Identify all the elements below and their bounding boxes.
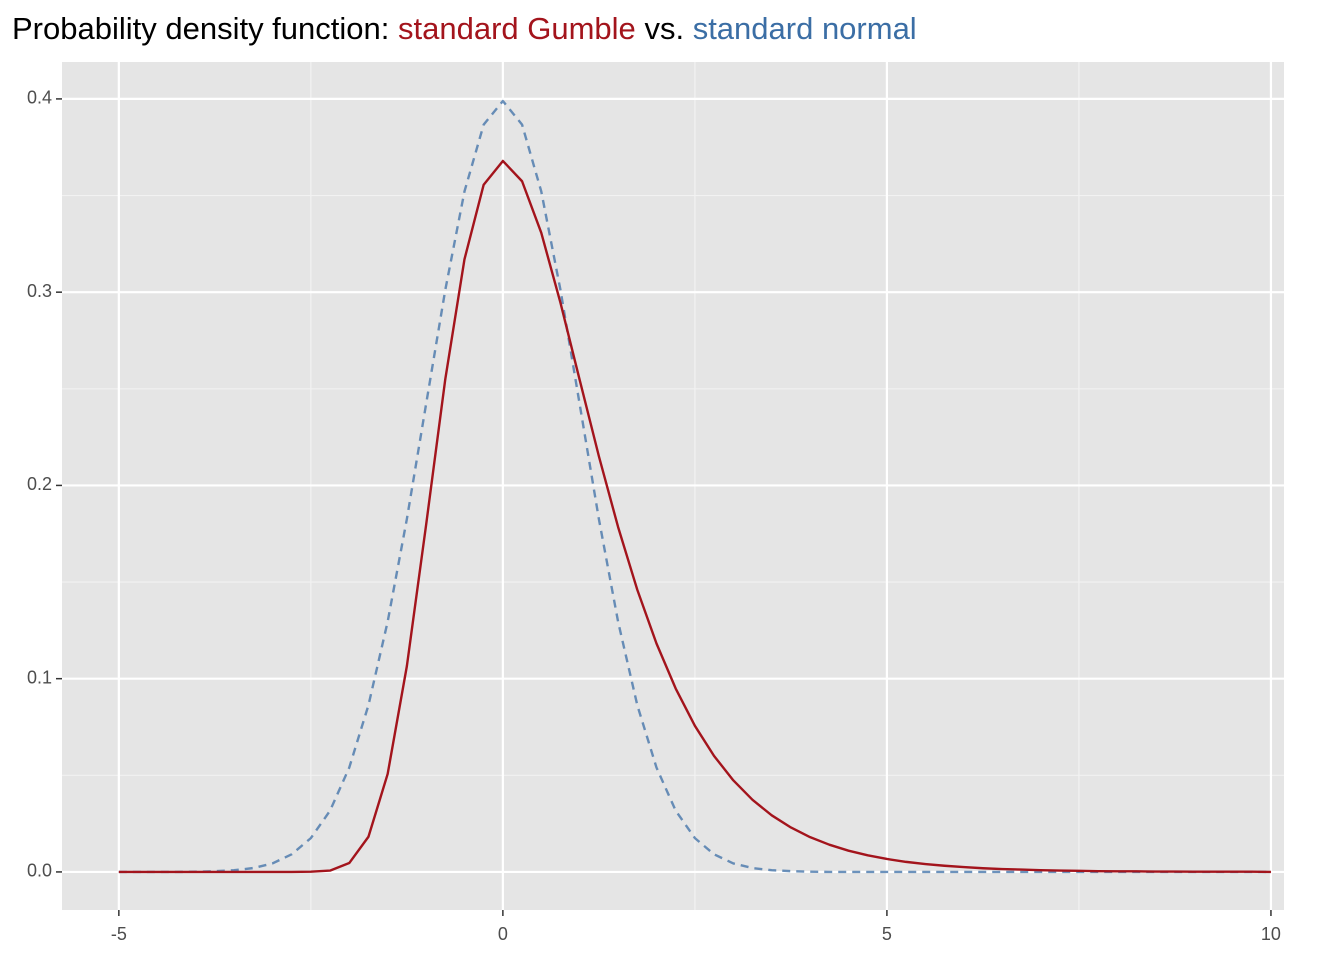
y-tick-label: 0.3 xyxy=(27,281,52,301)
axes: -5 0 5 10 0.0 0.1 0.2 0.3 0.4 xyxy=(27,88,1281,944)
chart-title: Probability density function: standard G… xyxy=(12,11,917,46)
title-text: vs. xyxy=(644,11,684,46)
title-series: standard normal xyxy=(693,11,917,46)
x-tick-label: 10 xyxy=(1261,924,1281,944)
title-series: standard Gumble xyxy=(398,11,636,46)
series-line xyxy=(118,159,1271,874)
grid xyxy=(62,62,1284,910)
lines xyxy=(118,99,1271,874)
y-tick-label: 0.2 xyxy=(27,474,52,494)
y-tick-label: 0.4 xyxy=(27,88,52,108)
y-tick-label: 0.1 xyxy=(27,667,52,687)
x-tick-label: 5 xyxy=(882,924,892,944)
x-tick-label: 0 xyxy=(498,924,508,944)
x-tick-label: -5 xyxy=(111,924,127,944)
y-tick-label: 0.0 xyxy=(27,861,52,881)
title-text: Probability density function: xyxy=(12,11,389,46)
